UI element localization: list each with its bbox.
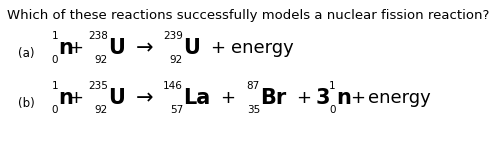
Text: 146: 146: [163, 81, 183, 91]
Text: La: La: [183, 88, 210, 108]
Text: energy: energy: [368, 89, 431, 107]
Text: 238: 238: [88, 31, 108, 41]
Text: 35: 35: [247, 105, 260, 115]
Text: U: U: [183, 38, 200, 58]
Text: 87: 87: [247, 81, 260, 91]
Text: (b): (b): [18, 98, 35, 111]
Text: →: →: [136, 38, 154, 58]
Text: 239: 239: [163, 31, 183, 41]
Text: +: +: [351, 89, 365, 107]
Text: n: n: [58, 88, 73, 108]
Text: U: U: [108, 88, 125, 108]
Text: (a): (a): [18, 47, 34, 60]
Text: Which of these reactions successfully models a nuclear fission reaction?: Which of these reactions successfully mo…: [7, 9, 490, 22]
Text: 92: 92: [170, 55, 183, 65]
Text: +: +: [220, 89, 236, 107]
Text: +: +: [211, 39, 225, 57]
Text: 1: 1: [329, 81, 336, 91]
Text: n: n: [336, 88, 351, 108]
Text: Br: Br: [260, 88, 286, 108]
Text: 0: 0: [52, 105, 58, 115]
Text: energy: energy: [231, 39, 294, 57]
Text: 0: 0: [329, 105, 335, 115]
Text: 3: 3: [316, 88, 330, 108]
Text: 57: 57: [170, 105, 183, 115]
Text: +: +: [297, 89, 311, 107]
Text: 92: 92: [95, 55, 108, 65]
Text: U: U: [108, 38, 125, 58]
Text: 92: 92: [95, 105, 108, 115]
Text: 0: 0: [52, 55, 58, 65]
Text: 1: 1: [52, 81, 58, 91]
Text: →: →: [136, 88, 154, 108]
Text: n: n: [58, 38, 73, 58]
Text: 1: 1: [52, 31, 58, 41]
Text: +: +: [69, 89, 83, 107]
Text: 235: 235: [88, 81, 108, 91]
Text: +: +: [69, 39, 83, 57]
